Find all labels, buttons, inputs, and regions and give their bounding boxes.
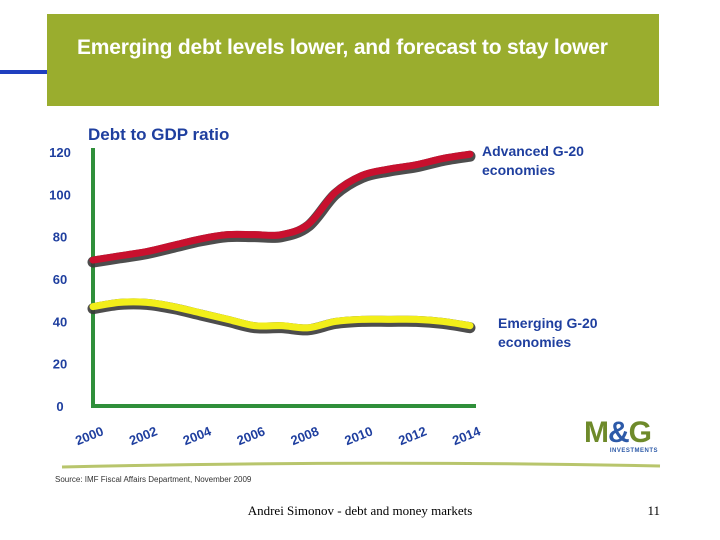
y-tick-label: 40: [53, 314, 67, 329]
x-tick-label: 2000: [73, 423, 105, 448]
source-note: Source: IMF Fiscal Affairs Department, N…: [55, 475, 252, 484]
slide-title: Emerging debt levels lower, and forecast…: [77, 36, 608, 59]
y-tick-label: 0: [56, 399, 63, 414]
x-tick-label: 2012: [396, 423, 428, 448]
series-label: economies: [498, 334, 571, 350]
title-band: Emerging debt levels lower, and forecast…: [47, 14, 659, 106]
page-number: 11: [647, 503, 660, 518]
chart-title: Debt to GDP ratio: [88, 125, 229, 144]
x-tick-label: 2010: [342, 423, 374, 448]
series-label: economies: [482, 162, 555, 178]
accent-line: [0, 70, 48, 74]
debt-to-gdp-chart: Debt to GDP ratio 0 20 40 60 80 100 120 2000 2002…: [49, 125, 661, 484]
y-tick-label: 20: [53, 357, 67, 372]
series-label: Advanced G-20: [482, 143, 584, 159]
mg-investments-logo: M&G INVESTMENTS: [584, 418, 664, 462]
series-label: Emerging G-20: [498, 315, 598, 331]
x-tick-label: 2006: [235, 423, 267, 448]
y-tick-label: 120: [49, 145, 71, 160]
series-line: [89, 298, 474, 332]
x-tick-label: 2014: [450, 423, 483, 448]
source-divider: [61, 461, 661, 469]
logo-subtitle: INVESTMENTS: [609, 448, 658, 454]
x-tick-label: 2004: [181, 423, 214, 448]
y-tick-label: 80: [53, 230, 67, 245]
x-tick-label: 2002: [127, 423, 159, 448]
x-tick-label: 2008: [289, 423, 321, 448]
footer-author: Andrei Simonov - debt and money markets: [247, 503, 473, 518]
y-tick-label: 60: [53, 272, 67, 287]
series-line-shadow: [87, 150, 476, 268]
series-line: [89, 150, 474, 264]
y-tick-label: 100: [49, 187, 71, 202]
